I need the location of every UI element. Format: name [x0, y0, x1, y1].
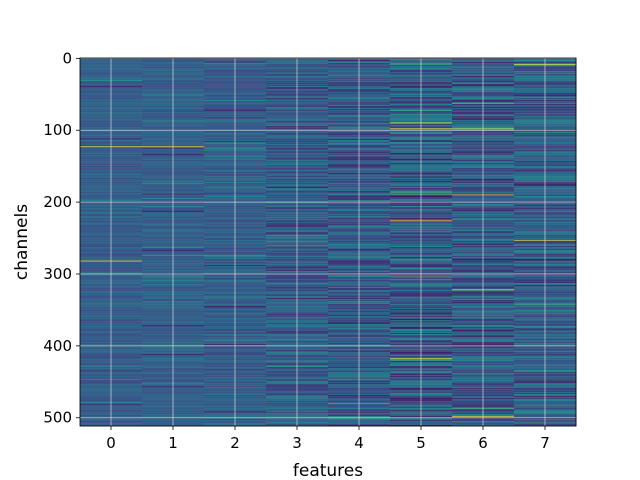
y-axis-ticks: 0 100 200 300 400 500	[43, 49, 80, 427]
x-tick-label: 7	[540, 434, 550, 452]
y-tick-label: 500	[43, 409, 72, 427]
y-tick-label: 400	[43, 337, 72, 355]
x-tick-label: 2	[230, 434, 240, 452]
x-axis-label: features	[293, 461, 363, 480]
y-tick-label: 100	[43, 121, 72, 139]
plot-frame	[79, 57, 577, 427]
x-axis-ticks: 0 1 2 3 4 5 6 7	[106, 426, 550, 452]
x-tick-label: 6	[478, 434, 488, 452]
y-tick-label: 200	[43, 193, 72, 211]
x-tick-label: 3	[292, 434, 302, 452]
x-tick-label: 5	[416, 434, 426, 452]
x-tick-label: 1	[168, 434, 178, 452]
y-tick-label: 0	[62, 49, 72, 67]
heatmap-cells	[80, 58, 577, 427]
y-tick-label: 300	[43, 265, 72, 283]
x-tick-label: 4	[354, 434, 364, 452]
grid-lines	[80, 57, 576, 426]
y-axis-label: channels	[12, 204, 32, 280]
x-tick-label: 0	[106, 434, 116, 452]
